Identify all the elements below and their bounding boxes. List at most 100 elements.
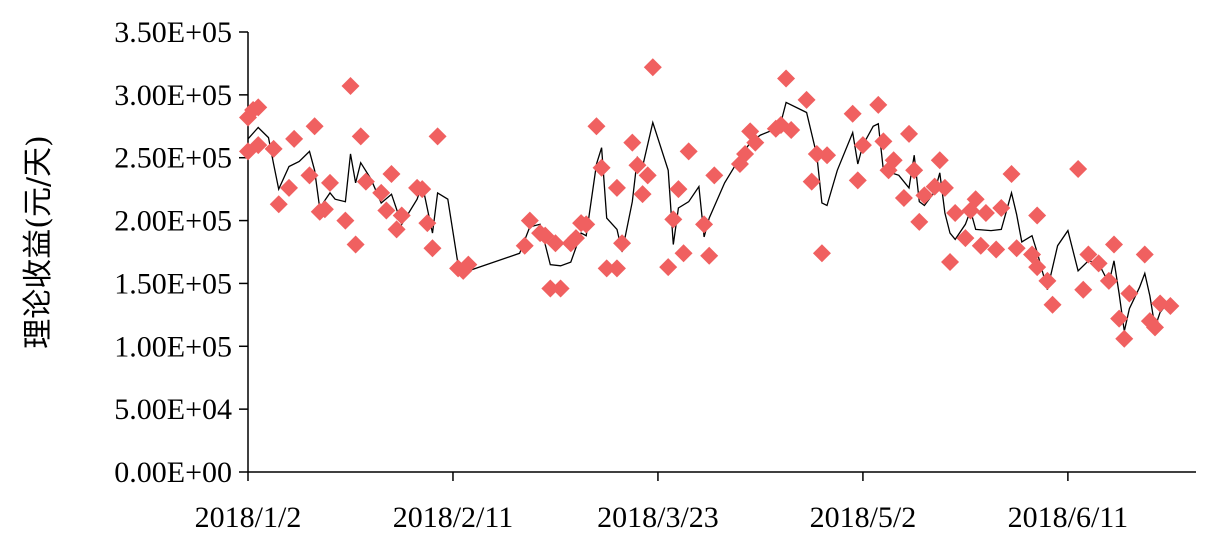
scatter-point [1038,271,1057,290]
scatter-point [1135,245,1154,264]
scatter-point [315,200,334,219]
y-tick-label: 1.00E+05 [114,330,232,363]
scatter-point [1161,297,1180,316]
scatter-point [587,117,606,136]
x-tick-label: 2018/1/2 [195,501,302,534]
scatter-point [1115,329,1134,348]
scatter-point [392,206,411,225]
scatter-point [987,240,1006,259]
scatter-point [633,185,652,204]
scatter-point [746,133,765,152]
scatter-point [1079,245,1098,264]
scatter-point [382,165,401,184]
scatter-point [520,211,539,230]
scatter-point [577,215,596,234]
scatter-point [377,201,396,220]
scatter-point [1146,318,1165,337]
scatter-point [971,236,990,255]
y-tick-label: 1.50E+05 [114,267,232,300]
scatter-point [736,144,755,163]
scatter-point [905,161,924,180]
x-axis: 2018/1/2 2018/2/11 2018/3/23 2018/5/2 2018/6… [195,471,1196,534]
scatter-point [613,234,632,253]
scatter-point [341,77,360,96]
scatter-point [946,204,965,223]
scatter-point [874,132,893,151]
scatter-point [941,253,960,272]
scatter-point [249,98,268,117]
scatter-point [551,279,570,298]
y-tick-label: 0.00E+00 [114,456,232,489]
scatter-point [428,127,447,146]
scatter-point [930,151,949,170]
x-tick-label: 2018/3/23 [597,501,719,534]
scatter-point [900,124,919,143]
y-tick-label: 3.50E+05 [114,16,232,49]
scatter-point [336,211,355,230]
scatter-point [848,171,867,190]
scatter-point [300,166,319,185]
scatter-point [566,229,585,248]
scatter-point [869,95,888,114]
scatter-point [607,259,626,278]
scatter-point [966,190,985,209]
scatter-point [1120,284,1139,303]
x-tick-label: 2018/2/11 [393,501,514,534]
y-tick-label: 2.00E+05 [114,205,232,238]
scatter-point [777,69,796,88]
y-tick-label: 5.00E+04 [114,393,232,426]
scatter-point [413,180,432,199]
scatter-point [659,258,678,277]
scatter-point [541,279,560,298]
scatter-point [279,178,298,197]
scatter-point [1089,254,1108,273]
scatter-point [1007,239,1026,258]
scatter-point [643,58,662,77]
scatter-point [356,172,375,191]
scatter-point [843,104,862,123]
scatter-point [1074,280,1093,299]
scatter-point [802,172,821,191]
scatter-point [782,121,801,140]
scatter-point [674,244,693,263]
scatter-point [669,180,688,199]
scatter-point [812,244,831,263]
scatter-point [915,186,934,205]
scatter-point [638,166,657,185]
y-tick-label: 3.00E+05 [114,79,232,112]
scatter-point [459,255,478,274]
scatter-point [423,239,442,258]
scatter-point [515,236,534,255]
scatter-point [797,90,816,109]
scatter-point [705,166,724,185]
scatter-point [269,195,288,214]
scatter-point [351,127,370,146]
scatter-point [1043,295,1062,314]
scatter-point [249,136,268,155]
scatter-point [956,229,975,248]
scatter-point [894,188,913,207]
scatter-point [597,259,616,278]
scatter-point [700,246,719,265]
scatter-point [418,214,437,233]
scatter-point [679,142,698,161]
scatter-point [818,146,837,165]
scatter-point [592,158,611,177]
plot-area [239,58,1180,348]
scatter-point [935,178,954,197]
scatter-point [1028,206,1047,225]
scatter-point [884,151,903,170]
y-tick-label: 2.50E+05 [114,142,232,175]
scatter-point [853,136,872,155]
scatter-point [264,139,283,158]
scatter-point [628,156,647,175]
scatter-point [387,220,406,239]
scatter-point [695,215,714,234]
scatter-point [320,173,339,192]
scatter-point [546,234,565,253]
scatter-point [976,204,995,223]
scatter-point [305,117,324,136]
scatter-point [1105,235,1124,254]
x-tick-label: 2018/6/11 [1008,501,1129,534]
